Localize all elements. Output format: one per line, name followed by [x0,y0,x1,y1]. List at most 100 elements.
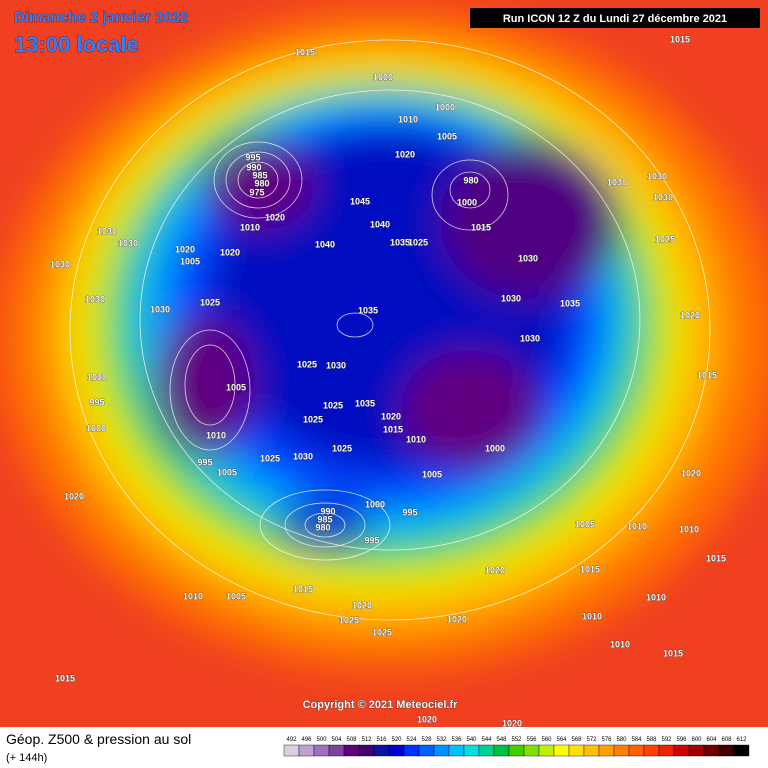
colorbar-cell [553,744,570,757]
isobar-label: 985 [317,514,332,524]
isobar-label: 1015 [670,34,690,44]
isobar-label: 1025 [339,615,359,625]
colorbar-cell [658,744,675,757]
isobar-label: 1010 [398,114,418,124]
isobar-label: 980 [254,178,269,188]
isobar-label: 1015 [580,564,600,574]
colorbar-tick-label: 540 [466,737,477,743]
isobar-label: 1030 [501,293,521,303]
colorbar-tick-label: 548 [496,737,507,743]
colorbar-tick-label: 500 [316,737,327,743]
isobar-label: 1035 [390,237,410,247]
colorbar-cell [328,744,345,757]
colorbar-tick-label: 568 [571,737,582,743]
isobar-label: 1010 [582,611,602,621]
isobar-label: 1020 [485,565,505,575]
colorbar-cell [418,744,435,757]
isobar-label: 1020 [502,718,522,728]
colorbar-tick-label: 612 [736,737,747,743]
isobar-label: 990 [246,162,261,172]
isobar-label: 1005 [575,519,595,529]
colorbar-cell [598,744,615,757]
isobar-label: 1030 [50,259,70,269]
isobar-label: 1000 [365,499,385,509]
isobar-label: 980 [463,175,478,185]
footer-title: Géop. Z500 & pression au sol [6,731,191,747]
colorbar: 492 496 500 504 508 512 516 520 524 528 532 536 540 5… [283,737,750,757]
colorbar-tick-label: 608 [721,737,732,743]
colorbar-tick-label: 532 [436,737,447,743]
isobar-label: 1020 [352,600,372,610]
copyright: Copyright © 2021 Meteociel.fr [303,699,459,711]
isobar-label: 1000 [373,72,393,82]
colorbar-tick-label: 528 [421,737,432,743]
isobar-label: 1030 [520,333,540,343]
isobar-label: 975 [249,187,264,197]
colorbar-tick-label: 592 [661,737,672,743]
isobar-label: 1030 [150,304,170,314]
colorbar-cell [568,744,585,757]
colorbar-tick-label: 504 [331,737,342,743]
colorbar-cell [313,744,330,757]
colorbar-tick-label: 496 [301,737,312,743]
isobar-label: 1025 [303,414,323,424]
colorbar-tick-label: 604 [706,737,717,743]
isobar-label: 1020 [681,468,701,478]
colorbar-cell [388,744,405,757]
isobar-label: 1010 [610,639,630,649]
isobar-label: 1025 [332,443,352,453]
isobar-label: 1005 [437,131,457,141]
colorbar-cell [613,744,630,757]
isobar-label: 1010 [679,524,699,534]
colorbar-tick-label: 492 [286,737,297,743]
colorbar-tick-label: 560 [541,737,552,743]
colorbar-tick-label: 564 [556,737,567,743]
isobar-label: 1020 [447,614,467,624]
isobar-label: 1010 [646,592,666,602]
colorbar-cell [433,744,450,757]
colorbar-tick-label: 544 [481,737,492,743]
isobar-label: 1030 [647,171,667,181]
isobar-label: 1010 [240,222,260,232]
run-label: Run ICON 12 Z du Lundi 27 décembre 2021 [503,13,727,25]
isobar-label: 1020 [381,411,401,421]
colorbar-tick-label: 512 [361,737,372,743]
isobar-label: 1030 [85,294,105,304]
isobar-label: 1005 [217,467,237,477]
colorbar-cell [673,744,690,757]
isobar-label: 1015 [293,584,313,594]
isobar-label: 1035 [355,398,375,408]
isobar-labels: 1015100010151000101010051020995990985980… [50,34,727,728]
colorbar-tick-label: 600 [691,737,702,743]
colorbar-cell [703,744,720,757]
isobar-label: 1015 [383,424,403,434]
colorbar-cell [373,744,390,757]
colorbar-tick-label: 552 [511,737,522,743]
isobar-label: 1010 [406,434,426,444]
isobar-label: 1040 [370,219,390,229]
isobar-label: 1000 [457,197,477,207]
isobar-label: 1015 [295,47,315,57]
colorbar-cell [343,744,360,757]
colorbar-tick-label: 596 [676,737,687,743]
colorbar-cell [538,744,555,757]
isobar-label: 1020 [680,310,700,320]
map: 1015100010151000101010051020995990985980… [0,0,768,728]
time-label: 13:00 locale [14,32,139,57]
isobar-label: 1015 [697,370,717,380]
isobar-label: 1025 [200,297,220,307]
isobar-label: 1025 [408,237,428,247]
colorbar-cell [508,744,525,757]
isobar-label: 985 [252,170,267,180]
isobar-label: 1030 [118,238,138,248]
colorbar-cell [478,744,495,757]
colorbar-tick-label: 588 [646,737,657,743]
colorbar-cell [283,744,300,757]
colorbar-cell [358,744,375,757]
isobar-label: 1000 [86,423,106,433]
colorbar-cell [583,744,600,757]
colorbar-cell [448,744,465,757]
isobar-label: 1040 [315,239,335,249]
isobar-label: 995 [197,457,212,467]
